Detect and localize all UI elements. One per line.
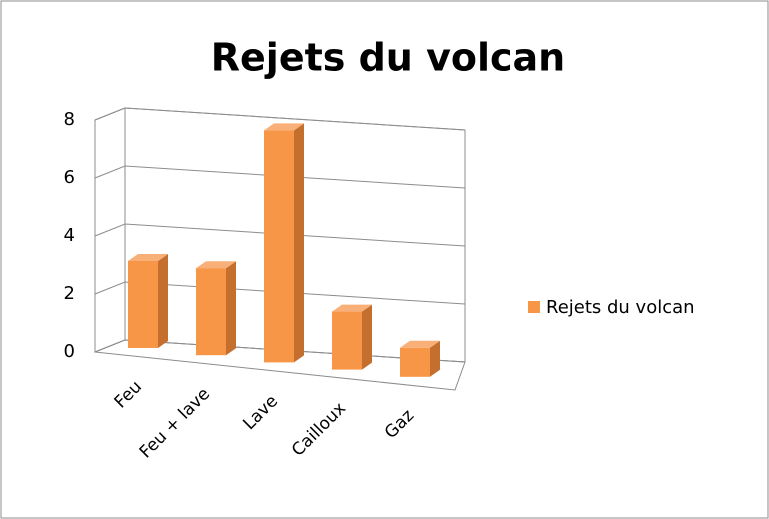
legend-swatch <box>528 301 540 313</box>
grid-line <box>94 165 466 189</box>
chart-title: Rejets du volcan <box>211 36 565 80</box>
bar-side <box>430 340 440 377</box>
bar-front <box>128 261 158 348</box>
bar <box>196 261 236 356</box>
grid-line <box>94 281 466 305</box>
bar-front <box>264 130 294 363</box>
legend-label: Rejets du volcan <box>546 297 695 318</box>
bar <box>264 123 304 363</box>
grid-line <box>94 107 466 131</box>
y-tick-label: 0 <box>64 341 75 362</box>
bar-top <box>264 123 304 131</box>
bar <box>128 254 168 348</box>
y-tick-label: 4 <box>64 225 75 246</box>
bar-top <box>196 261 236 269</box>
grid-line <box>94 223 466 247</box>
bar-side <box>362 304 372 370</box>
bar <box>400 340 440 377</box>
bar-side <box>226 261 236 356</box>
bar-side <box>158 254 168 348</box>
bar-front <box>196 268 226 356</box>
bar-side <box>294 123 304 363</box>
bar-top <box>332 304 372 312</box>
bar-front <box>400 347 430 377</box>
y-tick-label: 6 <box>64 167 75 188</box>
bar <box>332 304 372 370</box>
y-tick-label: 2 <box>64 283 75 304</box>
bar-front <box>332 311 362 370</box>
bar-top <box>128 254 168 261</box>
y-tick-label: 8 <box>64 109 75 130</box>
bar-top <box>400 340 440 348</box>
